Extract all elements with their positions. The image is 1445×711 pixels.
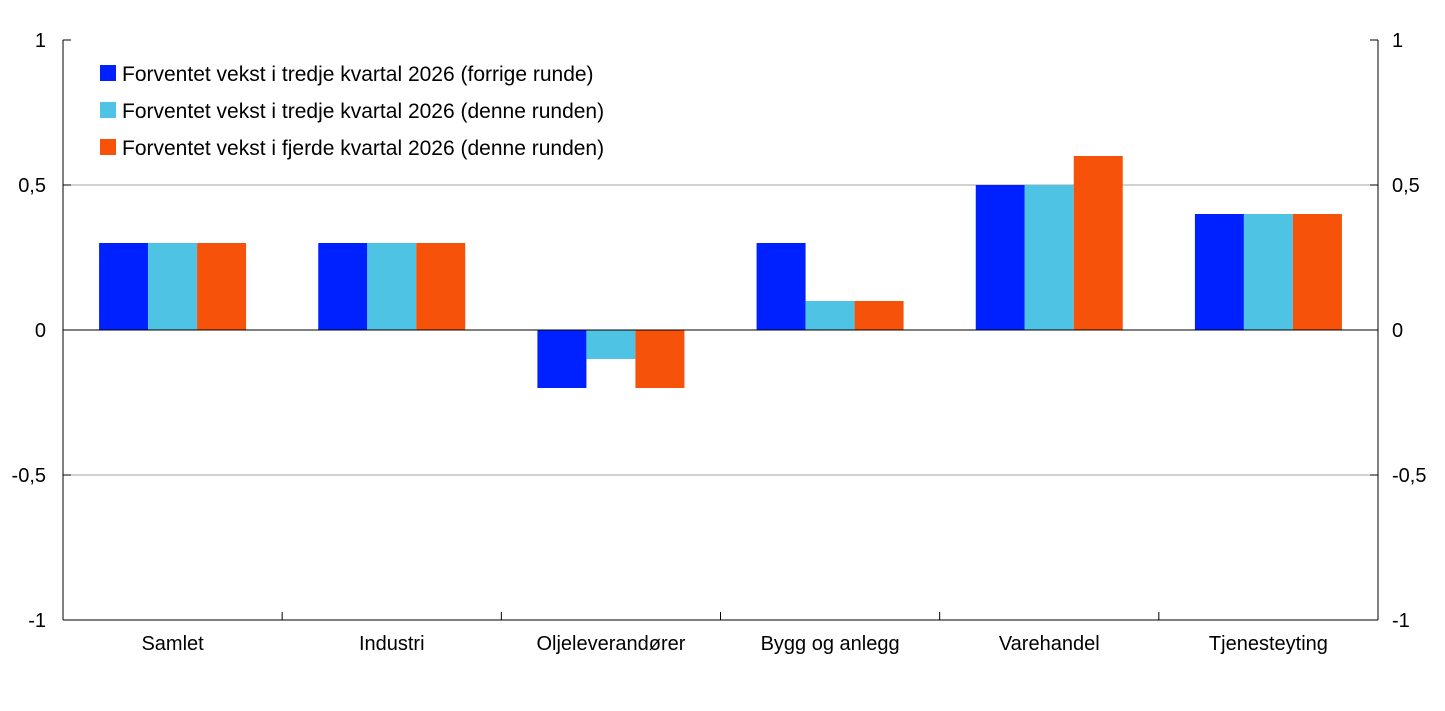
bar <box>975 185 1025 330</box>
legend-swatch <box>100 65 116 81</box>
legend-swatch <box>100 102 116 118</box>
x-axis-ticks: Samlet Industri Oljeleverandører Bygg og an… <box>141 612 1328 655</box>
bar <box>756 243 806 330</box>
bars <box>99 156 1342 388</box>
bar <box>586 330 636 359</box>
y-tick-label-left: 0,5 <box>18 175 46 197</box>
x-tick-label: Samlet <box>141 633 204 655</box>
x-tick-label: Oljeleverandører <box>536 633 685 655</box>
y-tick-label-right: 0 <box>1392 320 1403 342</box>
y-axis-left-ticks: -1 -0,5 0 0,5 1 <box>12 30 71 632</box>
bar <box>1243 214 1293 330</box>
legend-label: Forventet vekst i tredje kvartal 2026 (f… <box>122 63 594 86</box>
legend-swatch <box>100 139 116 155</box>
axes <box>62 40 1379 621</box>
bar <box>197 243 247 330</box>
bar <box>1292 214 1342 330</box>
bar <box>99 243 149 330</box>
y-tick-label-right: -0,5 <box>1392 465 1426 487</box>
y-tick-label-left: -1 <box>28 610 46 632</box>
legend-label: Forventet vekst i fjerde kvartal 2026 (d… <box>122 137 604 160</box>
y-tick-label-left: 0 <box>35 320 46 342</box>
bar <box>635 330 685 388</box>
bar <box>854 301 904 330</box>
x-tick-label: Varehandel <box>999 633 1100 655</box>
x-tick-label: Tjenesteyting <box>1209 633 1328 655</box>
y-axis-right-ticks: -1 -0,5 0 0,5 1 <box>1370 30 1426 632</box>
y-tick-label-right: -1 <box>1392 610 1410 632</box>
bar <box>1024 185 1074 330</box>
x-tick-label: Industri <box>359 633 425 655</box>
x-tick-label: Bygg og anlegg <box>761 633 900 655</box>
legend-label: Forventet vekst i tredje kvartal 2026 (d… <box>122 100 604 123</box>
gridlines <box>63 184 1378 476</box>
y-tick-label-right: 1 <box>1392 30 1403 52</box>
y-tick-label-left: 1 <box>35 30 46 52</box>
bar <box>416 243 466 330</box>
bar <box>318 243 368 330</box>
y-tick-label-right: 0,5 <box>1392 175 1420 197</box>
y-tick-label-left: -0,5 <box>12 465 46 487</box>
bar <box>805 301 855 330</box>
bar <box>1194 214 1244 330</box>
legend: Forventet vekst i tredje kvartal 2026 (f… <box>100 63 604 160</box>
bar <box>367 243 417 330</box>
bar <box>537 330 587 388</box>
bar <box>148 243 198 330</box>
bar <box>1073 156 1123 330</box>
